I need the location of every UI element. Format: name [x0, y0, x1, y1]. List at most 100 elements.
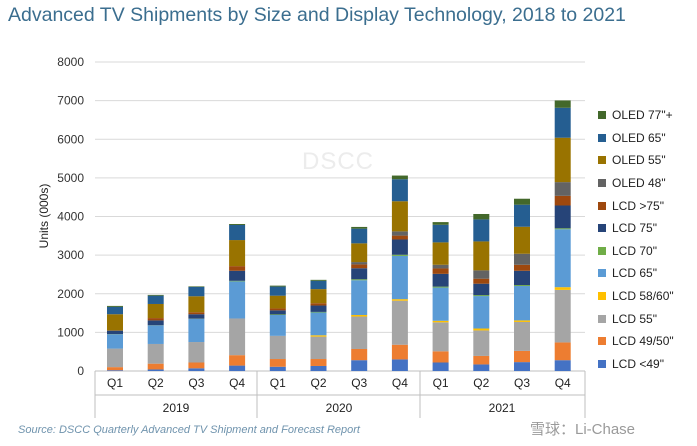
bar-segment	[269, 310, 286, 315]
bar-segment	[432, 362, 449, 371]
x-tick-label: Q2	[310, 376, 326, 390]
legend-item: OLED 65"	[598, 127, 674, 150]
bar-segment	[188, 312, 205, 315]
bar-segment	[473, 355, 490, 365]
legend-swatch	[598, 224, 606, 233]
bar-segment	[351, 264, 368, 269]
bar-segment	[391, 359, 408, 371]
x-tick-label: Q1	[107, 376, 123, 390]
legend-label: LCD 70"	[612, 243, 657, 258]
y-axis-label: Units (000s)	[37, 184, 51, 249]
bar-segment	[229, 270, 246, 281]
bar-segment	[147, 320, 164, 326]
bar-segment	[229, 266, 246, 271]
bar-segment	[351, 279, 368, 281]
bar-segment	[188, 318, 205, 343]
bar-segment	[432, 268, 449, 274]
x-tick-label: Q3	[351, 376, 367, 390]
bar-segment	[310, 289, 327, 304]
legend-label: LCD 49/50"	[612, 334, 674, 349]
bar-segment	[107, 305, 123, 307]
bar-segment	[514, 264, 530, 271]
x-tick-label: Q2	[473, 376, 489, 390]
bar-segment	[229, 280, 246, 282]
bar-segment	[554, 195, 571, 206]
bar-segment	[351, 280, 368, 315]
legend-item: LCD 65"	[598, 262, 674, 285]
bar-segment	[351, 314, 368, 317]
bar-segment	[391, 300, 408, 345]
bar-segment	[351, 268, 368, 280]
bar-segment	[229, 240, 246, 267]
bar-segment	[107, 334, 123, 349]
bar-segment	[351, 228, 368, 244]
x-tick-label: Q1	[433, 376, 449, 390]
bar-segment	[514, 321, 530, 351]
legend-swatch	[598, 246, 606, 255]
x-tick-label: Q4	[555, 376, 571, 390]
x-tick-label: Q1	[270, 376, 286, 390]
bar-segment	[147, 325, 164, 344]
bar-segment	[554, 289, 571, 343]
legend-item: OLED 48"	[598, 172, 674, 195]
bar-segment	[514, 362, 530, 371]
bar-segment	[310, 336, 327, 360]
bar-segment	[229, 355, 246, 366]
bar-segment	[147, 343, 164, 364]
y-tick-label: 8000	[57, 55, 84, 69]
legend-swatch	[598, 269, 606, 278]
bar-segment	[473, 328, 490, 331]
bar-segment	[432, 322, 449, 352]
y-tick-label: 2000	[57, 287, 84, 301]
legend-item: OLED 77"+	[598, 104, 674, 127]
bar-segment	[310, 303, 327, 306]
bar-segment	[473, 219, 490, 242]
bar-segment	[269, 335, 286, 360]
x-tick-label: Q3	[188, 376, 204, 390]
legend-swatch	[598, 156, 606, 165]
bar-segment	[188, 368, 205, 371]
x-tick-label: Q3	[514, 376, 530, 390]
bar-segment	[188, 296, 205, 313]
bar-segment	[473, 213, 490, 220]
bar-segment	[554, 137, 571, 183]
bar-segment	[269, 359, 286, 367]
bar-segment	[351, 262, 368, 265]
y-tick-label: 4000	[57, 210, 84, 224]
bar-segment	[310, 305, 327, 312]
bar-segment	[554, 287, 571, 290]
bar-segment	[554, 228, 571, 230]
year-label: 2019	[163, 401, 190, 415]
legend-swatch	[598, 292, 606, 301]
bar-segment	[473, 295, 490, 297]
bar-segment	[473, 283, 490, 296]
bar-segment	[107, 367, 123, 371]
bar-segment	[147, 303, 164, 319]
legend-item: LCD 55"	[598, 307, 674, 330]
bar-segment	[188, 342, 205, 363]
source-note: Source: DSCC Quarterly Advanced TV Shipm…	[18, 424, 360, 436]
bar-segment	[310, 359, 327, 366]
legend-label: LCD 75"	[612, 221, 657, 236]
year-label: 2020	[326, 401, 353, 415]
bar-segment	[514, 198, 530, 205]
bar-segment	[514, 286, 530, 321]
bar-segment	[310, 280, 327, 290]
bar-segment	[188, 314, 205, 319]
legend-label: LCD 58/60"	[612, 289, 674, 304]
bar-segment	[432, 224, 449, 243]
bar-segment	[432, 264, 449, 269]
bar-segment	[310, 279, 327, 281]
bar-segment	[351, 243, 368, 263]
bar-segment	[147, 318, 164, 321]
bar-segment	[554, 229, 571, 288]
bar-segment	[107, 370, 123, 371]
y-tick-label: 6000	[57, 132, 84, 146]
bar-segment	[554, 100, 571, 108]
y-tick-label: 7000	[57, 94, 84, 108]
y-tick-label: 5000	[57, 171, 84, 185]
bar-segment	[107, 306, 123, 315]
legend-label: OLED 55"	[612, 153, 666, 168]
legend-item: LCD 58/60"	[598, 285, 674, 308]
